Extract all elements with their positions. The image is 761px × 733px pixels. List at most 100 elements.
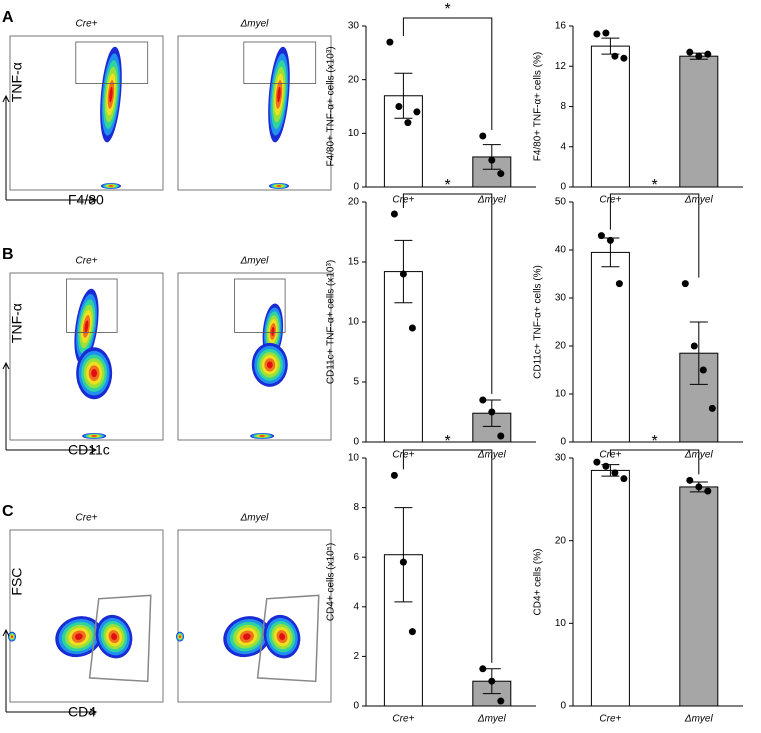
y-tick-label: 0 [560,701,566,712]
flow-x-label: CD11c [68,442,110,458]
data-point [695,483,703,491]
data-point [488,156,496,164]
data-point [399,558,407,566]
bar [590,251,630,443]
flow-x-label: CD4 [68,704,96,720]
plot-frame [9,272,164,441]
y-axis-label: CD4+ cells (x10⁵) [326,543,337,621]
data-point [620,475,628,483]
y-axis-label: CD11c+ TNF-α+ cells (x10³) [326,260,337,384]
bar [679,352,719,443]
gate [243,41,317,84]
data-point [597,232,605,240]
density [109,185,113,187]
flow-y-label: TNF-α [9,303,25,343]
data-point [611,52,619,60]
y-tick-label: 10 [348,453,360,464]
error-bar [689,321,708,385]
bar [679,486,719,707]
flow-y-label: FSC [9,568,25,596]
panel-label: B [2,246,14,263]
data-point [479,396,487,404]
data-point [404,119,412,127]
density [243,633,251,640]
gate [88,594,152,683]
density [260,435,265,437]
data-point [488,677,496,685]
density [111,633,117,641]
density [277,185,281,187]
data-point [479,665,487,673]
y-tick-label: 20 [555,341,567,352]
density [271,326,275,336]
arrow-head [2,361,98,454]
density [75,633,83,640]
data-point [695,52,703,60]
y-tick-label: 12 [555,61,567,72]
bar [590,45,630,188]
y-tick-label: 0 [560,437,566,448]
y-tick-label: 30 [555,453,567,464]
y-tick-label: 5 [353,377,359,388]
y-tick-label: 2 [353,651,359,662]
y-tick-label: 10 [348,317,360,328]
data-point [386,38,394,46]
panel-label: A [2,9,14,26]
data-point [395,103,403,110]
gate [234,278,286,333]
y-axis-label: F4/80+ TNF-α+ cells (x10³) [326,46,337,166]
x-tick-label: Cre+ [392,714,414,725]
significance-bracket [609,449,700,475]
data-point [390,210,398,218]
data-point [686,476,694,484]
x-tick-label: Cre+ [599,714,621,725]
density [279,633,285,641]
data-point [593,458,601,466]
data-point [708,404,716,412]
significance-label: * [651,177,657,194]
significance-label: * [444,433,450,450]
gate [75,41,149,84]
y-tick-label: 50 [555,197,567,208]
y-tick-label: 15 [348,257,360,268]
significance-label: * [444,1,450,18]
data-point [602,29,610,37]
y-tick-label: 20 [348,74,360,85]
data-point [620,54,628,62]
y-tick-label: 0 [353,182,359,193]
y-tick-label: 10 [348,128,360,139]
bar [679,55,719,188]
sample-label: Δmyel [240,19,270,30]
flow-y-label: TNF-α [9,62,25,102]
panel-label: C [2,503,14,520]
plot-frame [9,35,164,191]
x-tick-label: Δmyel [684,714,714,725]
data-point [606,236,614,244]
sample-label: Δmyel [240,513,270,524]
error-bar [394,507,413,603]
y-tick-label: 8 [353,502,359,513]
density [266,361,273,369]
data-point [479,132,487,140]
y-tick-label: 4 [353,601,359,612]
y-axis-label: F4/80+ TNF-α+ cells (%) [533,52,544,162]
y-tick-label: 40 [555,245,567,256]
density [179,635,181,638]
density [109,86,113,103]
gate [256,594,320,683]
data-point [704,50,712,58]
plot-frame [177,272,332,441]
density [277,86,281,103]
gate [66,278,118,333]
y-tick-label: 0 [353,437,359,448]
data-point [497,170,505,178]
error-bar [394,72,413,119]
y-tick-label: 20 [348,197,360,208]
data-point [704,487,712,495]
density [91,369,98,378]
sample-label: Cre+ [76,19,98,30]
data-point [413,108,421,116]
y-axis-label: CD4+ cells (%) [533,549,544,616]
data-point [699,366,707,374]
data-point [690,342,698,350]
